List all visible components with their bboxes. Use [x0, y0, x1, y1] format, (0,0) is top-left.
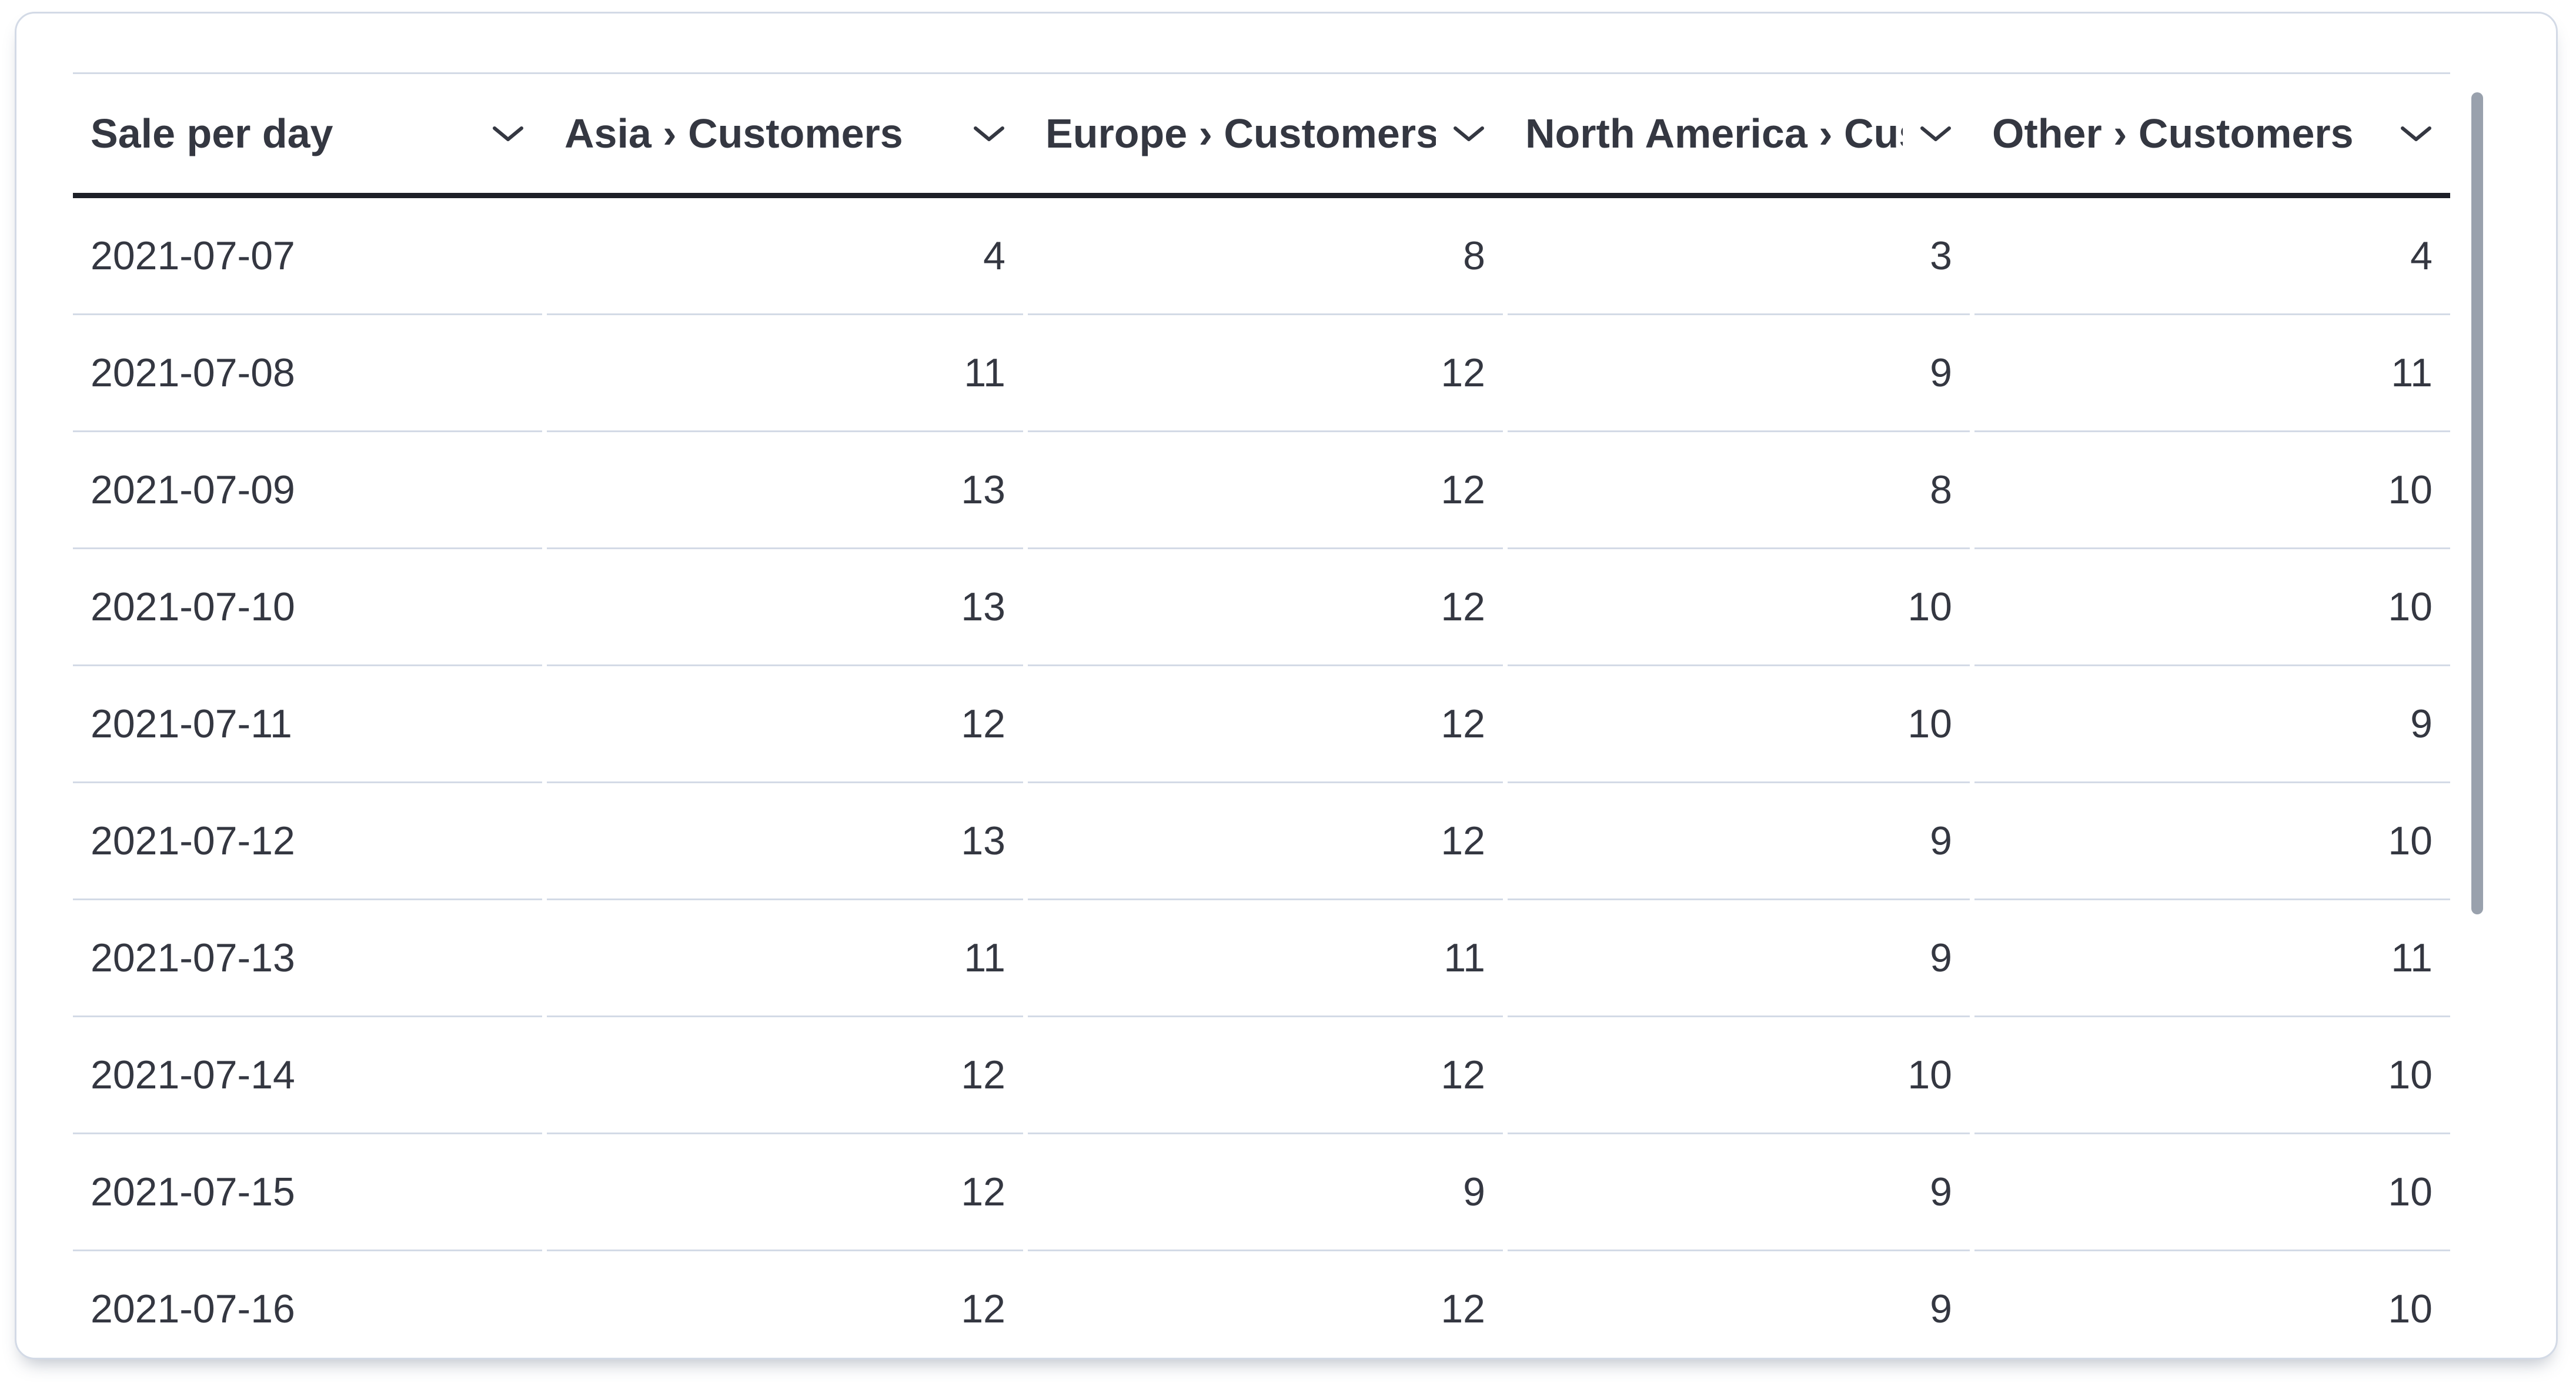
- cell-date: 2021-07-07: [73, 198, 542, 315]
- cell-value-other: 4: [1974, 198, 2450, 315]
- cell-date: 2021-07-14: [73, 1017, 542, 1134]
- cell-value-other: 10: [1974, 549, 2450, 666]
- cell-value-other: 10: [1974, 1251, 2450, 1358]
- table-row: 2021-07-15 12 9 9 10: [73, 1134, 2450, 1251]
- table-row: 2021-07-08 11 12 9 11: [73, 315, 2450, 432]
- vertical-scrollbar-thumb[interactable]: [2471, 92, 2483, 914]
- cell-value-north-america: 9: [1508, 1134, 1970, 1251]
- cell-value-north-america: 9: [1508, 315, 1970, 432]
- cell-value-europe: 12: [1028, 783, 1503, 900]
- column-header-label: Sale per day: [91, 111, 333, 156]
- column-header-date[interactable]: Sale per day: [73, 74, 542, 193]
- table-row: 2021-07-12 13 12 9 10: [73, 783, 2450, 900]
- cell-value-north-america: 10: [1508, 1017, 1970, 1134]
- cell-value-north-america: 10: [1508, 666, 1970, 783]
- column-header-label: Europe › Customers: [1045, 111, 1436, 156]
- cell-value-asia: 13: [547, 549, 1023, 666]
- column-header-label: Asia › Customers: [564, 111, 903, 156]
- cell-value-other: 10: [1974, 1017, 2450, 1134]
- cell-date: 2021-07-09: [73, 432, 542, 549]
- cell-value-north-america: 8: [1508, 432, 1970, 549]
- cell-value-other: 10: [1974, 432, 2450, 549]
- cell-value-asia: 13: [547, 783, 1023, 900]
- cell-value-north-america: 9: [1508, 900, 1970, 1017]
- cell-value-asia: 4: [547, 198, 1023, 315]
- cell-value-other: 11: [1974, 900, 2450, 1017]
- chevron-down-icon: [2401, 126, 2431, 141]
- column-header-other[interactable]: Other › Customers: [1974, 74, 2450, 193]
- cell-value-north-america: 9: [1508, 783, 1970, 900]
- cell-value-europe: 12: [1028, 1251, 1503, 1358]
- cell-value-europe: 9: [1028, 1134, 1503, 1251]
- cell-date: 2021-07-08: [73, 315, 542, 432]
- cell-value-other: 11: [1974, 315, 2450, 432]
- cell-value-asia: 11: [547, 900, 1023, 1017]
- cell-value-asia: 12: [547, 1017, 1023, 1134]
- cell-value-north-america: 10: [1508, 549, 1970, 666]
- cell-value-europe: 12: [1028, 666, 1503, 783]
- data-table: Sale per day Asia › Customers Europe › Cus…: [73, 72, 2450, 1358]
- table-row: 2021-07-14 12 12 10 10: [73, 1017, 2450, 1134]
- datatable-panel: Sale per day Asia › Customers Europe › Cus…: [15, 12, 2558, 1359]
- table-row: 2021-07-16 12 12 9 10: [73, 1251, 2450, 1358]
- table-row: 2021-07-07 4 8 3 4: [73, 198, 2450, 315]
- cell-value-europe: 12: [1028, 1017, 1503, 1134]
- cell-value-asia: 11: [547, 315, 1023, 432]
- table-row: 2021-07-09 13 12 8 10: [73, 432, 2450, 549]
- cell-value-europe: 12: [1028, 315, 1503, 432]
- cell-date: 2021-07-16: [73, 1251, 542, 1358]
- table-header-row: Sale per day Asia › Customers Europe › Cus…: [73, 72, 2450, 198]
- table-row: 2021-07-13 11 11 9 11: [73, 900, 2450, 1017]
- cell-value-other: 10: [1974, 783, 2450, 900]
- chevron-down-icon: [1454, 126, 1484, 141]
- chevron-down-icon: [974, 126, 1004, 141]
- cell-date: 2021-07-11: [73, 666, 542, 783]
- chevron-down-icon: [493, 126, 523, 141]
- chevron-down-icon: [1920, 126, 1951, 141]
- cell-value-europe: 12: [1028, 432, 1503, 549]
- cell-value-asia: 12: [547, 1251, 1023, 1358]
- cell-value-north-america: 9: [1508, 1251, 1970, 1358]
- cell-date: 2021-07-10: [73, 549, 542, 666]
- table-row: 2021-07-10 13 12 10 10: [73, 549, 2450, 666]
- cell-value-asia: 12: [547, 666, 1023, 783]
- cell-date: 2021-07-13: [73, 900, 542, 1017]
- cell-date: 2021-07-15: [73, 1134, 542, 1251]
- cell-value-europe: 8: [1028, 198, 1503, 315]
- cell-date: 2021-07-12: [73, 783, 542, 900]
- column-header-label: North America › Customers: [1525, 111, 1903, 156]
- cell-value-asia: 13: [547, 432, 1023, 549]
- cell-value-europe: 12: [1028, 549, 1503, 666]
- cell-value-asia: 12: [547, 1134, 1023, 1251]
- cell-value-other: 10: [1974, 1134, 2450, 1251]
- cell-value-north-america: 3: [1508, 198, 1970, 315]
- cell-value-europe: 11: [1028, 900, 1503, 1017]
- column-header-label: Other › Customers: [1992, 111, 2354, 156]
- column-header-north-america[interactable]: North America › Customers: [1508, 74, 1970, 193]
- cell-value-other: 9: [1974, 666, 2450, 783]
- table-row: 2021-07-11 12 12 10 9: [73, 666, 2450, 783]
- table-body: 2021-07-07 4 8 3 4 2021-07-08 11 12 9 11 2021-07-0…: [73, 198, 2450, 1358]
- column-header-asia[interactable]: Asia › Customers: [547, 74, 1023, 193]
- column-header-europe[interactable]: Europe › Customers: [1028, 74, 1503, 193]
